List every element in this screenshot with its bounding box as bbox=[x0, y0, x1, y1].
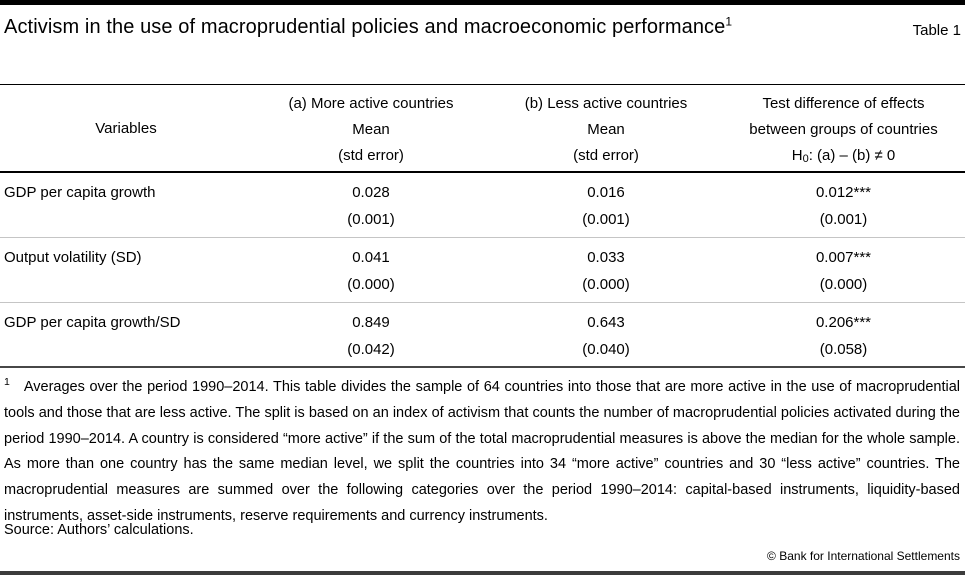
more-active-stderror-label: (std error) bbox=[338, 147, 404, 164]
difference-std-error: (0.001) bbox=[819, 211, 868, 228]
page-title-text: Activism in the use of macroprudential p… bbox=[4, 16, 726, 38]
mean-value: 0.028 bbox=[352, 184, 390, 201]
difference-cell: 0.007*** (0.000) bbox=[722, 244, 965, 302]
mean-value: 0.016 bbox=[587, 184, 625, 201]
table-header-row: Variables (a) More active countries Mean… bbox=[0, 85, 965, 173]
null-hypothesis-label: H0: (a) – (b) ≠ 0 bbox=[791, 147, 896, 165]
mean-value: 0.849 bbox=[352, 314, 390, 331]
test-difference-line2: between groups of countries bbox=[749, 121, 938, 138]
less-active-cell: 0.033 (0.000) bbox=[490, 244, 722, 302]
difference-std-error: (0.000) bbox=[819, 276, 868, 293]
less-active-stderror-label: (std error) bbox=[573, 147, 639, 164]
difference-value: 0.206*** bbox=[815, 314, 872, 331]
table-row: GDP per capita growth/SD 0.849 (0.042) 0… bbox=[0, 303, 965, 368]
std-error-value: (0.001) bbox=[582, 211, 630, 228]
footnote-marker: 1 bbox=[4, 376, 10, 389]
row-variable-label: GDP per capita growth bbox=[4, 184, 156, 201]
column-header-less-active: (b) Less active countries Mean (std erro… bbox=[490, 85, 722, 172]
less-active-cell: 0.016 (0.001) bbox=[490, 179, 722, 237]
more-active-title: (a) More active countries bbox=[288, 95, 454, 112]
less-active-cell: 0.643 (0.040) bbox=[490, 309, 722, 366]
more-active-cell: 0.849 (0.042) bbox=[252, 309, 490, 366]
top-divider-rule bbox=[0, 0, 965, 5]
source-note: Source: Authors’ calculations. bbox=[4, 522, 194, 538]
std-error-value: (0.040) bbox=[582, 341, 630, 358]
stats-table: Variables (a) More active countries Mean… bbox=[0, 84, 965, 368]
h0-subscript: 0 bbox=[802, 153, 809, 165]
more-active-mean-label: Mean bbox=[352, 121, 390, 138]
std-error-value: (0.042) bbox=[347, 341, 395, 358]
title-footnote-marker: 1 bbox=[725, 14, 733, 29]
more-active-cell: 0.028 (0.001) bbox=[252, 179, 490, 237]
difference-cell: 0.012*** (0.001) bbox=[722, 179, 965, 237]
std-error-value: (0.001) bbox=[347, 211, 395, 228]
std-error-value: (0.000) bbox=[347, 276, 395, 293]
column-header-test-difference: Test difference of effects between group… bbox=[722, 85, 965, 172]
copyright-notice: © Bank for International Settlements bbox=[767, 549, 960, 563]
mean-value: 0.041 bbox=[352, 249, 390, 266]
page-title: Activism in the use of macroprudential p… bbox=[4, 13, 739, 42]
less-active-mean-label: Mean bbox=[587, 121, 625, 138]
bottom-divider-rule bbox=[0, 571, 965, 575]
row-variable-label: GDP per capita growth/SD bbox=[4, 314, 181, 331]
difference-cell: 0.206*** (0.058) bbox=[722, 309, 965, 366]
mean-value: 0.643 bbox=[587, 314, 625, 331]
more-active-cell: 0.041 (0.000) bbox=[252, 244, 490, 302]
title-block: Activism in the use of macroprudential p… bbox=[4, 13, 961, 42]
footnote-text: Averages over the period 1990–2014. This… bbox=[4, 379, 960, 524]
less-active-title: (b) Less active countries bbox=[524, 95, 688, 112]
row-variable-label: Output volatility (SD) bbox=[4, 249, 142, 266]
difference-value: 0.012*** bbox=[815, 184, 872, 201]
table-number-label: Table 1 bbox=[912, 22, 961, 39]
column-header-variables: Variables bbox=[95, 119, 157, 137]
column-header-more-active: (a) More active countries Mean (std erro… bbox=[252, 85, 490, 172]
table-row: GDP per capita growth 0.028 (0.001) 0.01… bbox=[0, 173, 965, 238]
test-difference-line1: Test difference of effects bbox=[762, 95, 925, 112]
table-row: Output volatility (SD) 0.041 (0.000) 0.0… bbox=[0, 238, 965, 303]
difference-std-error: (0.058) bbox=[819, 341, 868, 358]
difference-value: 0.007*** bbox=[815, 249, 872, 266]
std-error-value: (0.000) bbox=[582, 276, 630, 293]
mean-value: 0.033 bbox=[587, 249, 625, 266]
footnote: 1 Averages over the period 1990–2014. Thi… bbox=[4, 375, 960, 530]
